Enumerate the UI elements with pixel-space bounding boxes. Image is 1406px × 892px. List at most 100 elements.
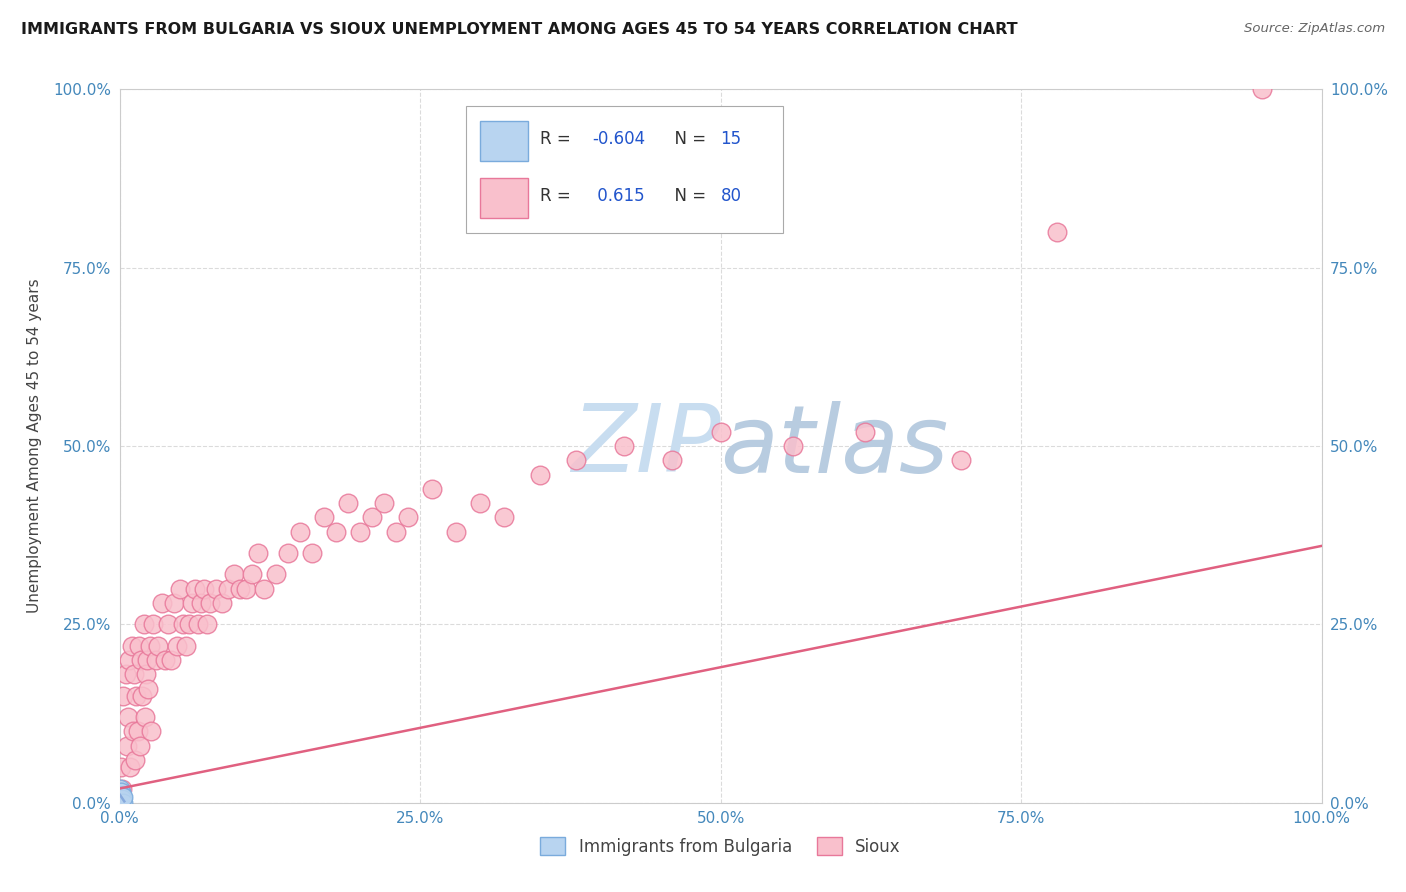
- Point: [108, 789, 131, 803]
- Point: [349, 524, 371, 539]
- FancyBboxPatch shape: [479, 178, 529, 218]
- Point: [949, 453, 972, 467]
- Point: [169, 582, 191, 596]
- Text: Source: ZipAtlas.com: Source: ZipAtlas.com: [1244, 22, 1385, 36]
- FancyBboxPatch shape: [465, 105, 783, 234]
- Point: [150, 596, 173, 610]
- Point: [661, 453, 683, 467]
- Point: [108, 785, 131, 799]
- Point: [145, 653, 167, 667]
- Point: [613, 439, 636, 453]
- Point: [110, 792, 132, 806]
- Point: [782, 439, 804, 453]
- Point: [112, 689, 135, 703]
- Point: [396, 510, 419, 524]
- Point: [709, 425, 731, 439]
- Point: [128, 639, 150, 653]
- Text: IMMIGRANTS FROM BULGARIA VS SIOUX UNEMPLOYMENT AMONG AGES 45 TO 54 YEARS CORRELA: IMMIGRANTS FROM BULGARIA VS SIOUX UNEMPL…: [21, 22, 1018, 37]
- Point: [193, 582, 215, 596]
- Point: [111, 781, 134, 796]
- Point: [138, 681, 160, 696]
- Point: [240, 567, 263, 582]
- Point: [180, 596, 202, 610]
- Point: [124, 753, 146, 767]
- Point: [156, 617, 179, 632]
- Point: [139, 724, 162, 739]
- Point: [246, 546, 269, 560]
- Point: [135, 667, 157, 681]
- Point: [108, 796, 131, 810]
- Point: [122, 667, 145, 681]
- Point: [494, 510, 516, 524]
- Point: [853, 425, 876, 439]
- Point: [117, 710, 139, 724]
- Point: [222, 567, 245, 582]
- Point: [110, 796, 132, 810]
- Point: [166, 639, 188, 653]
- Point: [114, 667, 136, 681]
- Point: [121, 724, 143, 739]
- Point: [468, 496, 492, 510]
- Point: [179, 617, 201, 632]
- Point: [373, 496, 395, 510]
- Text: -0.604: -0.604: [592, 130, 645, 148]
- Point: [420, 482, 443, 496]
- Point: [288, 524, 311, 539]
- Point: [110, 796, 132, 810]
- Point: [129, 653, 152, 667]
- Point: [211, 596, 233, 610]
- Point: [120, 760, 142, 774]
- Text: atlas: atlas: [720, 401, 949, 491]
- Point: [111, 792, 134, 806]
- Text: 80: 80: [720, 187, 741, 205]
- Point: [190, 596, 212, 610]
- Point: [121, 639, 143, 653]
- Point: [115, 739, 138, 753]
- Point: [112, 790, 135, 805]
- Text: ZIP: ZIP: [571, 401, 720, 491]
- Text: N =: N =: [664, 130, 711, 148]
- Point: [110, 789, 132, 803]
- Point: [301, 546, 323, 560]
- Point: [204, 582, 226, 596]
- Point: [125, 689, 148, 703]
- Point: [336, 496, 359, 510]
- Point: [235, 582, 257, 596]
- Point: [195, 617, 218, 632]
- Text: R =: R =: [540, 130, 576, 148]
- Point: [187, 617, 209, 632]
- Point: [132, 617, 155, 632]
- Point: [529, 467, 551, 482]
- Point: [108, 792, 131, 806]
- Point: [129, 739, 152, 753]
- Point: [264, 567, 287, 582]
- Text: N =: N =: [664, 187, 711, 205]
- Point: [131, 689, 153, 703]
- Point: [385, 524, 408, 539]
- Point: [110, 785, 132, 799]
- Point: [110, 781, 132, 796]
- Point: [1250, 82, 1272, 96]
- Point: [325, 524, 347, 539]
- Point: [361, 510, 384, 524]
- Point: [111, 789, 134, 803]
- Text: 0.615: 0.615: [592, 187, 644, 205]
- Point: [277, 546, 299, 560]
- Text: 15: 15: [720, 130, 742, 148]
- Point: [162, 596, 184, 610]
- Y-axis label: Unemployment Among Ages 45 to 54 years: Unemployment Among Ages 45 to 54 years: [27, 278, 42, 614]
- Point: [111, 796, 134, 810]
- Point: [118, 653, 141, 667]
- Point: [142, 617, 165, 632]
- Point: [565, 453, 588, 467]
- Point: [217, 582, 239, 596]
- Text: R =: R =: [540, 187, 576, 205]
- Point: [174, 639, 197, 653]
- Point: [172, 617, 194, 632]
- Point: [198, 596, 221, 610]
- Point: [253, 582, 276, 596]
- Point: [444, 524, 467, 539]
- Point: [134, 710, 156, 724]
- Point: [110, 760, 132, 774]
- Point: [138, 639, 160, 653]
